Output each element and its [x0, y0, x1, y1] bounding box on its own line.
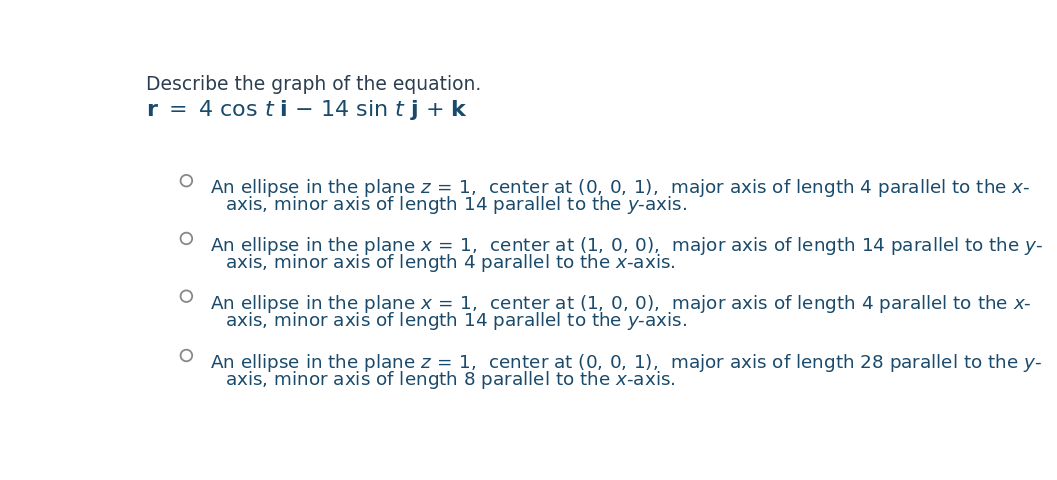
Text: Describe the graph of the equation.: Describe the graph of the equation. — [146, 74, 481, 94]
Text: axis, minor axis of length 8 parallel to the $x$-axis.: axis, minor axis of length 8 parallel to… — [225, 368, 675, 390]
Text: An ellipse in the plane $z\,{=}\,1,\,$ center at $(0,\,0,\,1),\,$ major axis of : An ellipse in the plane $z\,{=}\,1,\,$ c… — [209, 351, 1042, 373]
Text: $\mathbf{r}$ $=$ 4 cos $t$ $\mathbf{i}$ $-$ 14 sin $t$ $\mathbf{j}$ $+$ $\mathbf: $\mathbf{r}$ $=$ 4 cos $t$ $\mathbf{i}$ … — [146, 97, 468, 121]
Text: An ellipse in the plane $x\,{=}\,1,\,$ center at $(1,\,0,\,0),\,$ major axis of : An ellipse in the plane $x\,{=}\,1,\,$ c… — [209, 234, 1043, 256]
Text: axis, minor axis of length 4 parallel to the $x$-axis.: axis, minor axis of length 4 parallel to… — [225, 251, 675, 273]
Text: An ellipse in the plane $x\,{=}\,1,\,$ center at $(1,\,0,\,0),\,$ major axis of : An ellipse in the plane $x\,{=}\,1,\,$ c… — [209, 292, 1032, 314]
Text: axis, minor axis of length 14 parallel to the $y$-axis.: axis, minor axis of length 14 parallel t… — [225, 193, 687, 216]
Text: An ellipse in the plane $z\,{=}\,1,\,$ center at $(0,\,0,\,1),\,$ major axis of : An ellipse in the plane $z\,{=}\,1,\,$ c… — [209, 177, 1031, 199]
Text: axis, minor axis of length 14 parallel to the $y$-axis.: axis, minor axis of length 14 parallel t… — [225, 309, 687, 331]
